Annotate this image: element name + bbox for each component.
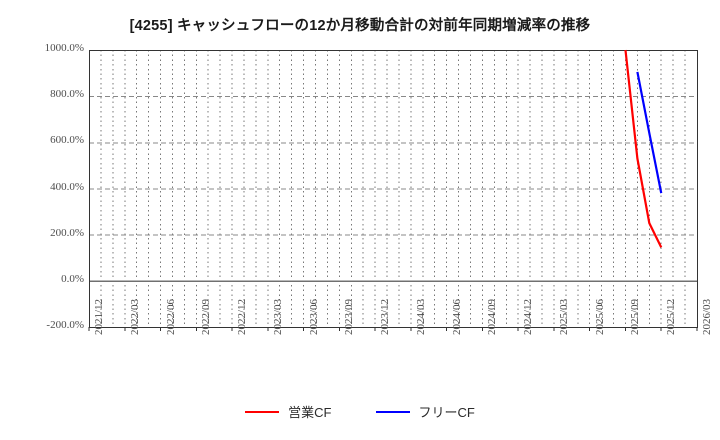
y-tick-label: 600.0% [50,134,84,147]
x-tick-label: 2023/06 [307,298,320,335]
y-tick-label: -200.0% [46,319,84,331]
y-tick-label: 800.0% [50,88,84,101]
horizontal-gridlines [89,96,697,328]
x-tick-label: 2023/09 [343,298,356,335]
plot-frame [89,50,698,328]
x-tick-label: 2023/12 [379,298,392,335]
x-tick-label: 2025/06 [593,298,606,335]
x-tick-marks [88,327,698,331]
x-tick-label: 2022/03 [128,298,141,335]
x-tick-label: 2024/03 [414,298,427,335]
y-tick-label: 1000.0% [44,42,84,54]
x-tick-label: 2025/12 [665,298,678,335]
x-tick-label: 2024/09 [486,298,499,335]
chart-legend: 営業CF フリーCF [0,402,720,421]
x-tick-label: 2024/06 [450,298,463,335]
x-tick-label: 2024/12 [522,298,535,335]
x-tick-label: 2023/03 [271,298,284,335]
legend-label: 営業CF [288,405,332,420]
x-tick-label: 2021/12 [93,298,105,335]
series-line-operating-cf [624,49,663,248]
legend-line-swatch [375,410,410,413]
x-tick-label: 2022/06 [164,298,177,335]
legend-item-operating-cf[interactable]: 営業CF [245,402,332,421]
y-tick-label: 0.0% [61,272,84,285]
x-tick-label: 2022/12 [236,298,249,335]
chart-title: [4255] キャッシュフローの12か月移動合計の対前年同期増減率の推移 [129,18,591,34]
x-tick-label: 2026/03 [701,298,713,335]
y-tick-label: 200.0% [50,226,84,239]
y-tick-label: 400.0% [50,180,84,193]
legend-label: フリーCF [418,405,475,420]
x-tick-label: 2022/09 [200,298,213,335]
legend-item-free-cf[interactable]: フリーCF [375,402,475,421]
series-line-free-cf [636,71,663,194]
x-tick-label: 2025/09 [629,298,642,335]
legend-line-swatch [245,410,280,413]
x-tick-label: 2025/03 [557,298,570,335]
